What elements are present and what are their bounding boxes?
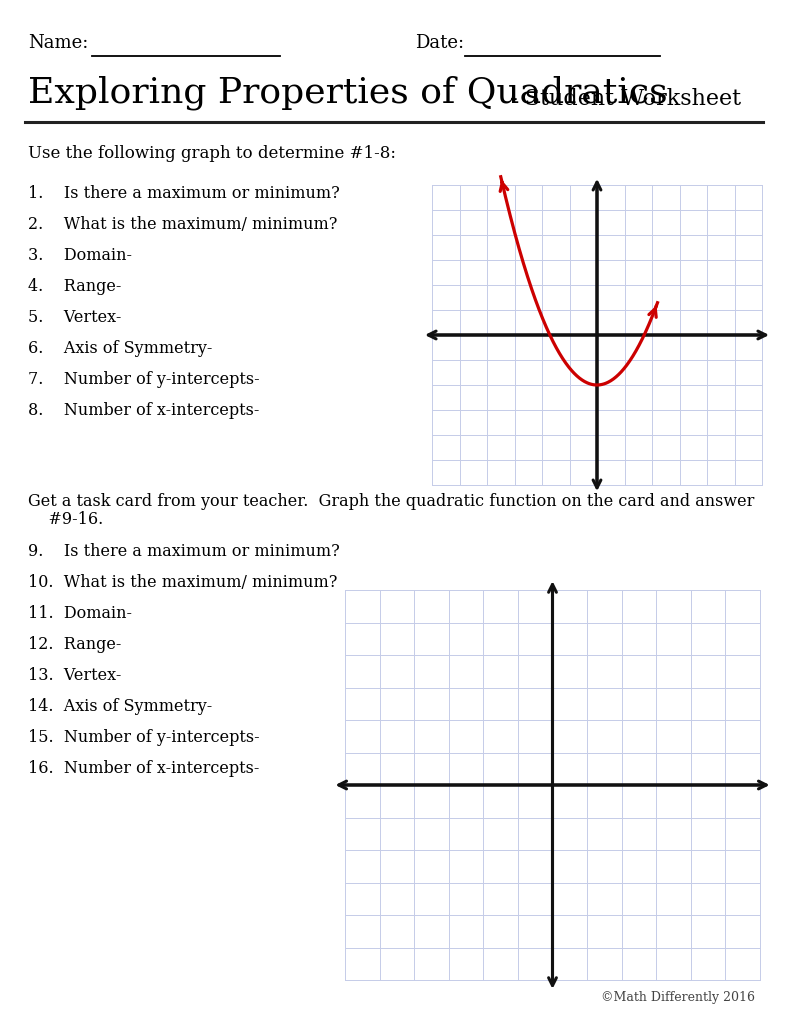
Text: 16.  Number of x-intercepts-: 16. Number of x-intercepts- [28,760,259,777]
Text: Exploring Properties of Quadratics: Exploring Properties of Quadratics [28,76,668,110]
Text: 12.  Range-: 12. Range- [28,636,121,653]
Text: Use the following graph to determine #1-8:: Use the following graph to determine #1-… [28,145,396,162]
Text: #9-16.: #9-16. [28,511,104,528]
Text: 9.    Is there a maximum or minimum?: 9. Is there a maximum or minimum? [28,543,340,560]
Text: 1.    Is there a maximum or minimum?: 1. Is there a maximum or minimum? [28,185,340,202]
Text: 5.    Vertex-: 5. Vertex- [28,309,121,326]
Text: 10.  What is the maximum/ minimum?: 10. What is the maximum/ minimum? [28,574,338,591]
Text: Name:: Name: [28,34,89,52]
Text: 14.  Axis of Symmetry-: 14. Axis of Symmetry- [28,698,212,715]
Text: 2.    What is the maximum/ minimum?: 2. What is the maximum/ minimum? [28,216,338,233]
Text: 13.  Vertex-: 13. Vertex- [28,667,121,684]
Text: ©Math Differently 2016: ©Math Differently 2016 [601,991,755,1004]
Text: 15.  Number of y-intercepts-: 15. Number of y-intercepts- [28,729,259,746]
Text: - Student Worksheet: - Student Worksheet [510,88,741,110]
Text: 4.    Range-: 4. Range- [28,278,121,295]
Text: 11.  Domain-: 11. Domain- [28,605,132,622]
Text: Get a task card from your teacher.  Graph the quadratic function on the card and: Get a task card from your teacher. Graph… [28,493,755,510]
Text: 6.    Axis of Symmetry-: 6. Axis of Symmetry- [28,340,212,357]
Text: 8.    Number of x-intercepts-: 8. Number of x-intercepts- [28,402,259,419]
Text: 7.    Number of y-intercepts-: 7. Number of y-intercepts- [28,371,259,388]
Text: Date:: Date: [415,34,464,52]
Text: 3.    Domain-: 3. Domain- [28,247,132,264]
